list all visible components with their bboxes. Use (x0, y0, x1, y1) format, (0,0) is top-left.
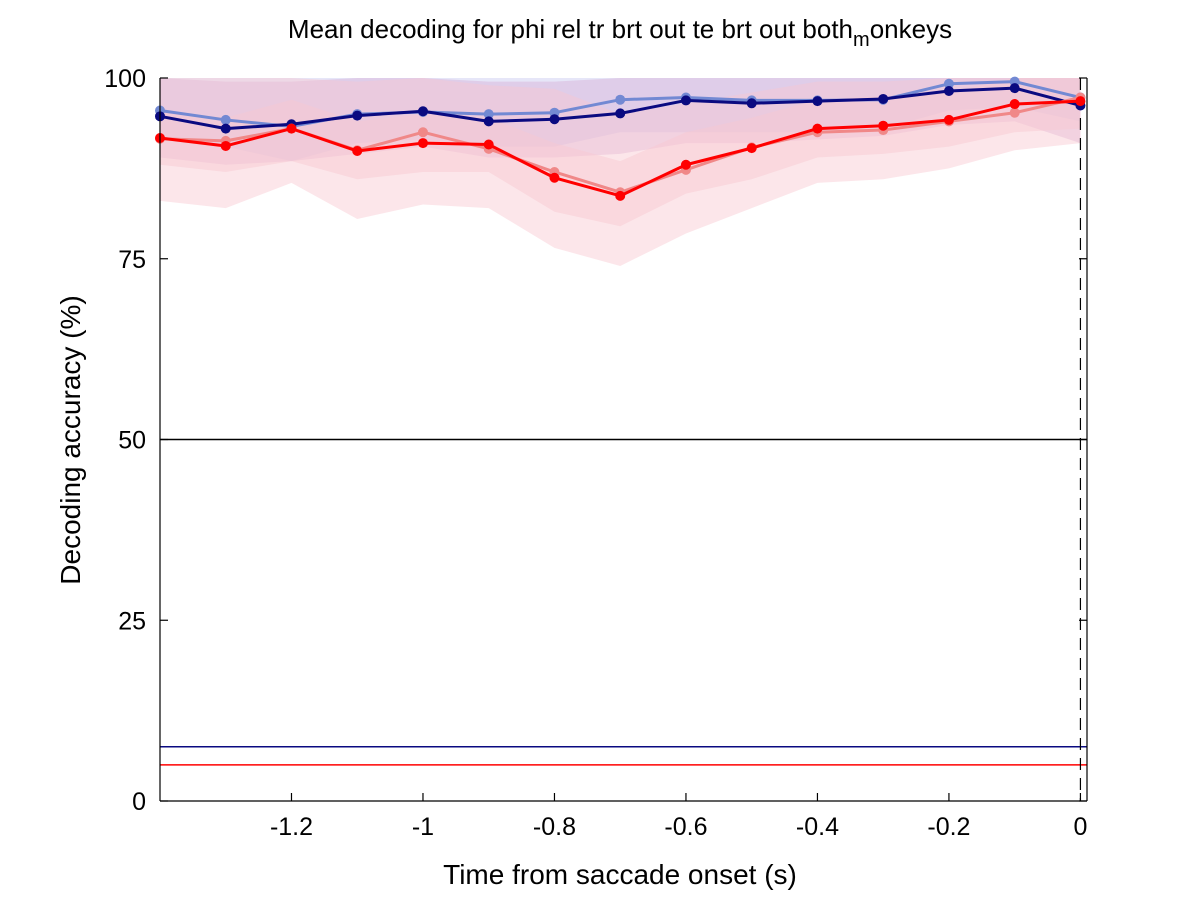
series-4-point-2 (220, 140, 231, 151)
series-4-point-3 (286, 123, 297, 134)
series-2-point-11 (812, 96, 823, 107)
confidence-band-4 (160, 78, 1081, 227)
x-tick-label: -1 (412, 813, 434, 841)
series-4-point-13 (943, 114, 954, 125)
chart-title-subscript: m (853, 29, 870, 51)
chart-title-main: Mean decoding for phi rel tr brt out te … (288, 14, 853, 44)
series-4-point-5 (417, 138, 428, 149)
series-lines (155, 76, 1086, 201)
series-2-point-7 (549, 114, 560, 125)
series-4-point-8 (615, 190, 626, 201)
series-3-point-5 (417, 127, 428, 138)
x-tick-label: -0.4 (796, 813, 839, 841)
x-tick-label: -0.2 (927, 813, 970, 841)
y-tick-label: 75 (118, 246, 146, 274)
chart-title: Mean decoding for phi rel tr brt out te … (288, 14, 952, 51)
y-tick-label: 0 (132, 788, 146, 816)
series-1-point-13 (943, 78, 954, 89)
x-tick-label: 0 (1073, 813, 1087, 841)
series-4-point-14 (1009, 99, 1020, 110)
series-1-point-2 (220, 114, 231, 125)
x-tick-label: -0.6 (664, 813, 707, 841)
series-2-point-14 (1009, 83, 1020, 94)
y-tick-label: 50 (118, 427, 146, 455)
series-2-point-9 (680, 95, 691, 106)
series-4-point-4 (352, 146, 363, 157)
axes (159, 77, 1088, 802)
chart-title-suffix: onkeys (870, 14, 952, 44)
series-4-point-10 (746, 143, 757, 154)
series-2-point-5 (417, 106, 428, 117)
y-tick-label: 25 (118, 607, 146, 635)
series-4-point-12 (878, 120, 889, 131)
series-2-point-2 (220, 123, 231, 134)
series-2-point-13 (943, 86, 954, 97)
x-tick-label: -0.8 (533, 813, 576, 841)
tick-labels: 0 25 50 75 100 -1.2 -1 -0.8 -0.6 -0.4 -0.2 0 (104, 65, 1087, 841)
series-4-point-9 (680, 159, 691, 170)
x-tick-label: -1.2 (270, 813, 313, 841)
series-1-point-8 (615, 94, 626, 105)
series-4-point-15 (1075, 96, 1086, 107)
y-tick-label: 100 (104, 65, 146, 93)
series-2-point-10 (746, 98, 757, 109)
reference-lines (160, 78, 1087, 801)
series-2-point-12 (878, 93, 889, 104)
confidence-bands (160, 78, 1081, 266)
series-3-point-14 (1009, 107, 1020, 118)
series-4-point-7 (549, 172, 560, 183)
series-4-point-11 (812, 123, 823, 134)
series-2-point-4 (352, 110, 363, 121)
series-1-point-6 (483, 109, 494, 120)
x-axis-label: Time from saccade onset (s) (443, 859, 797, 890)
series-4-point-6 (483, 139, 494, 150)
y-axis-label: Decoding accuracy (%) (55, 295, 86, 584)
series-2-point-8 (615, 108, 626, 119)
series-2-point-6 (483, 116, 494, 127)
confidence-band-3 (160, 78, 1081, 266)
